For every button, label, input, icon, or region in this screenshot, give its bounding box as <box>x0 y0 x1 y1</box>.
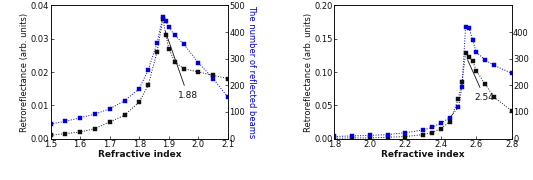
Y-axis label: Retroreflectance (arb. units): Retroreflectance (arb. units) <box>20 12 29 132</box>
X-axis label: Refractive index: Refractive index <box>381 150 465 159</box>
Y-axis label: Retroreflectance (arb. units): Retroreflectance (arb. units) <box>304 12 313 132</box>
X-axis label: Refractive index: Refractive index <box>98 150 181 159</box>
Text: 2.54: 2.54 <box>467 60 494 102</box>
Text: 1.88: 1.88 <box>165 31 198 100</box>
Y-axis label: The number of reflected beams: The number of reflected beams <box>247 5 256 139</box>
Y-axis label: The number of reflected beams: The number of reflected beams <box>531 5 533 139</box>
